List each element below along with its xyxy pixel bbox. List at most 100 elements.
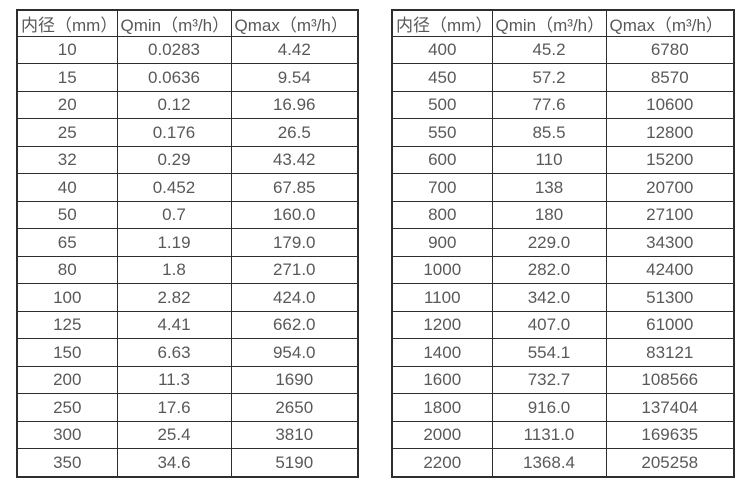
table-row: 450 57.2 8570 — [391, 63, 735, 92]
table-row: 25 0.176 26.5 — [16, 118, 359, 147]
diameter-cell: 600 — [391, 145, 493, 175]
qmin-cell: 282.0 — [491, 255, 607, 285]
diameter-cell: 1100 — [391, 283, 493, 312]
diameter-cell: 1800 — [391, 393, 493, 422]
qmin-cell: 11.3 — [116, 365, 232, 395]
diameter-cell: 350 — [16, 448, 118, 478]
header-row: 内径（mm） Qmin（m³/h） Qmax（m³/h） — [16, 9, 359, 37]
table-row: 800 180 27100 — [391, 200, 735, 230]
qmin-cell: 77.6 — [491, 90, 607, 120]
table-row: 250 17.6 2650 — [16, 393, 359, 422]
qmin-cell: 0.176 — [116, 118, 232, 147]
qmin-cell: 180 — [491, 200, 607, 230]
column-header-qmax: Qmax（m³/h） — [230, 9, 359, 37]
qmax-cell: 51300 — [605, 283, 735, 312]
diameter-cell: 700 — [391, 173, 493, 202]
table-body: 400 45.2 6780 450 57.2 8570 500 77.6 10600 550 85.… — [391, 35, 735, 478]
qmin-cell: 407.0 — [491, 310, 607, 340]
diameter-cell: 1000 — [391, 255, 493, 285]
qmax-cell: 12800 — [605, 118, 735, 147]
table-row: 2200 1368.4 205258 — [391, 448, 735, 478]
header-row: 内径（mm） Qmin（m³/h） Qmax（m³/h） — [391, 9, 735, 37]
qmin-cell: 1.8 — [116, 255, 232, 285]
qmin-cell: 1.19 — [116, 228, 232, 257]
qmin-cell: 4.41 — [116, 310, 232, 340]
qmax-cell: 83121 — [605, 338, 735, 367]
diameter-cell: 1600 — [391, 365, 493, 395]
table-row: 350 34.6 5190 — [16, 448, 359, 478]
qmax-cell: 4.42 — [230, 35, 359, 65]
qmin-cell: 0.29 — [116, 145, 232, 175]
diameter-cell: 800 — [391, 200, 493, 230]
qmax-cell: 9.54 — [230, 63, 359, 92]
diameter-cell: 40 — [16, 173, 118, 202]
qmax-cell: 8570 — [605, 63, 735, 92]
qmax-cell: 954.0 — [230, 338, 359, 367]
table-row: 125 4.41 662.0 — [16, 310, 359, 340]
qmax-cell: 20700 — [605, 173, 735, 202]
qmin-cell: 0.452 — [116, 173, 232, 202]
qmax-cell: 3810 — [230, 420, 359, 450]
table-row: 1200 407.0 61000 — [391, 310, 735, 340]
table-row: 50 0.7 160.0 — [16, 200, 359, 230]
diameter-cell: 900 — [391, 228, 493, 257]
diameter-cell: 100 — [16, 283, 118, 312]
diameter-cell: 80 — [16, 255, 118, 285]
diameter-cell: 32 — [16, 145, 118, 175]
qmax-cell: 179.0 — [230, 228, 359, 257]
qmin-cell: 45.2 — [491, 35, 607, 65]
qmin-cell: 34.6 — [116, 448, 232, 478]
diameter-cell: 10 — [16, 35, 118, 65]
table-row: 20 0.12 16.96 — [16, 90, 359, 120]
diameter-cell: 550 — [391, 118, 493, 147]
table-body: 10 0.0283 4.42 15 0.0636 9.54 20 0.12 16.96 25 0.1… — [16, 35, 359, 478]
qmax-cell: 424.0 — [230, 283, 359, 312]
qmax-cell: 271.0 — [230, 255, 359, 285]
table-row: 1100 342.0 51300 — [391, 283, 735, 312]
column-header-qmin: Qmin（m³/h） — [491, 9, 607, 37]
table-row: 10 0.0283 4.42 — [16, 35, 359, 65]
qmax-cell: 5190 — [230, 448, 359, 478]
qmin-cell: 1131.0 — [491, 420, 607, 450]
flow-spec-table-small-diameters: 内径（mm） Qmin（m³/h） Qmax（m³/h） 10 0.0283 4.42 1… — [16, 9, 359, 478]
qmax-cell: 160.0 — [230, 200, 359, 230]
qmax-cell: 16.96 — [230, 90, 359, 120]
qmin-cell: 138 — [491, 173, 607, 202]
diameter-cell: 150 — [16, 338, 118, 367]
diameter-cell: 15 — [16, 63, 118, 92]
diameter-cell: 500 — [391, 90, 493, 120]
diameter-cell: 25 — [16, 118, 118, 147]
diameter-cell: 20 — [16, 90, 118, 120]
table-row: 32 0.29 43.42 — [16, 145, 359, 175]
qmax-cell: 2650 — [230, 393, 359, 422]
table-header: 内径（mm） Qmin（m³/h） Qmax（m³/h） — [391, 9, 735, 37]
diameter-cell: 2000 — [391, 420, 493, 450]
qmax-cell: 1690 — [230, 365, 359, 395]
diameter-cell: 1200 — [391, 310, 493, 340]
qmax-cell: 662.0 — [230, 310, 359, 340]
qmin-cell: 17.6 — [116, 393, 232, 422]
qmin-cell: 916.0 — [491, 393, 607, 422]
table-header: 内径（mm） Qmin（m³/h） Qmax（m³/h） — [16, 9, 359, 37]
table-row: 15 0.0636 9.54 — [16, 63, 359, 92]
table-row: 600 110 15200 — [391, 145, 735, 175]
column-header-qmax: Qmax（m³/h） — [605, 9, 735, 37]
qmin-cell: 732.7 — [491, 365, 607, 395]
qmin-cell: 0.0283 — [116, 35, 232, 65]
column-header-qmin: Qmin（m³/h） — [116, 9, 232, 37]
column-header-diameter: 内径（mm） — [391, 9, 493, 37]
column-header-diameter: 内径（mm） — [16, 9, 118, 37]
table-row: 900 229.0 34300 — [391, 228, 735, 257]
diameter-cell: 125 — [16, 310, 118, 340]
diameter-cell: 1400 — [391, 338, 493, 367]
diameter-cell: 250 — [16, 393, 118, 422]
qmin-cell: 0.7 — [116, 200, 232, 230]
diameter-cell: 50 — [16, 200, 118, 230]
table-row: 1800 916.0 137404 — [391, 393, 735, 422]
diameter-cell: 200 — [16, 365, 118, 395]
table-row: 2000 1131.0 169635 — [391, 420, 735, 450]
qmax-cell: 15200 — [605, 145, 735, 175]
qmin-cell: 342.0 — [491, 283, 607, 312]
qmax-cell: 26.5 — [230, 118, 359, 147]
diameter-cell: 65 — [16, 228, 118, 257]
